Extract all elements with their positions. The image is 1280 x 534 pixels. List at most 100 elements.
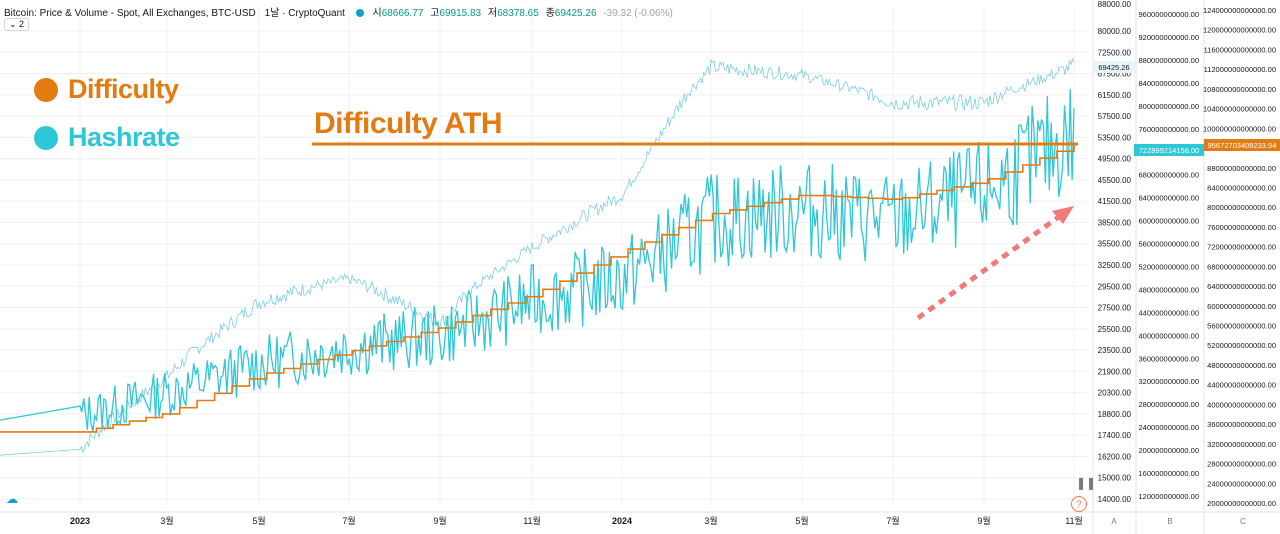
- price-badge: 69425.26: [1093, 61, 1135, 73]
- axis-b-tick-label: 120000000000.00: [1139, 492, 1199, 501]
- x-tick-label: 7월: [886, 515, 899, 526]
- axis-c-tick-label: 32000000000000.00: [1207, 440, 1276, 449]
- axis-a-tick-label: 53500.00: [1098, 133, 1132, 142]
- chart-title: Bitcoin: Price & Volume - Spot, All Exch…: [4, 8, 256, 19]
- axis-b-tick-label: 640000000000.00: [1139, 194, 1199, 203]
- axis-a-tick-label: 72500.00: [1098, 48, 1132, 57]
- axis-b-label: B: [1167, 517, 1172, 526]
- axis-a-tick-label: 38500.00: [1098, 218, 1132, 227]
- axis-a-tick-label: 18800.00: [1098, 410, 1132, 419]
- axis-a-tick-label: 16200.00: [1098, 452, 1132, 461]
- open-label: 시: [372, 8, 382, 19]
- high-value: 69915.83: [439, 8, 482, 19]
- price-series: [0, 57, 1075, 456]
- axis-b-tick-label: 800000000000.00: [1139, 102, 1199, 111]
- axis-b-tick-label: 320000000000.00: [1139, 377, 1199, 386]
- hashrate-line: [0, 89, 1075, 432]
- legend-difficulty-label: Difficulty: [68, 74, 179, 104]
- axis-c-tick-label: 72000000000000.00: [1207, 243, 1276, 252]
- difficulty-series: [0, 144, 1075, 433]
- axis-c-tick-label: 48000000000000.00: [1207, 361, 1276, 370]
- trend-arrow-head: [1052, 206, 1074, 224]
- axis-a-tick-label: 49500.00: [1098, 155, 1132, 164]
- axis-a-tick-label: 88000.00: [1098, 0, 1132, 9]
- x-axis-ticks: 2023 3월 5월 7월 9월 11월 2024 3월 5월 7월 9월 11월: [70, 515, 1083, 526]
- axis-a-tick-label: 21900.00: [1098, 367, 1132, 376]
- axis-a-tick-label: 17400.00: [1098, 431, 1132, 440]
- axis-b-tick-label: 960000000000.00: [1139, 10, 1199, 19]
- axis-b-tick-label: 600000000000.00: [1139, 217, 1199, 226]
- axis-a-tick-label: 32500.00: [1098, 261, 1132, 270]
- axis-badges: 69425.26 722899214158.00 95672703408233.94: [1093, 61, 1280, 156]
- open-value: 68666.77: [381, 8, 424, 19]
- axis-a-tick-label: 29500.00: [1098, 282, 1132, 291]
- low-label: 저: [487, 8, 498, 19]
- axis-c-tick-label: 124000000000000.00: [1203, 6, 1276, 15]
- axis-c-tick-label: 68000000000000.00: [1207, 262, 1276, 271]
- axis-a-tick-label: 27500.00: [1098, 304, 1132, 313]
- axis-c-ticks: 124000000000000.00 120000000000000.00 1160…: [1203, 6, 1276, 526]
- axis-c-tick-label: 120000000000000.00: [1203, 26, 1276, 35]
- x-tick-label: 5월: [795, 515, 808, 526]
- close-value: 69425.26: [554, 8, 597, 19]
- cloud-icon[interactable]: ☁: [6, 492, 18, 506]
- axis-c-tick-label: 116000000000000.00: [1204, 45, 1276, 54]
- axis-a-tick-label: 35500.00: [1098, 240, 1132, 249]
- axis-b-ticks: 960000000000.00 920000000000.00 8800000000…: [1139, 10, 1199, 526]
- chart-header: Bitcoin: Price & Volume - Spot, All Exch…: [4, 8, 673, 19]
- difficulty-ath-label: Difficulty ATH: [314, 107, 503, 140]
- axis-c-tick-label: 60000000000000.00: [1207, 302, 1276, 311]
- status-dot-icon: [355, 9, 364, 18]
- axis-a-tick-label: 14000.00: [1098, 495, 1132, 504]
- x-tick-label: 9월: [977, 515, 990, 526]
- axis-c-tick-label: 52000000000000.00: [1207, 341, 1276, 350]
- x-tick-label: 7월: [342, 515, 355, 526]
- price-badge-text: 69425.26: [1098, 63, 1129, 72]
- collapse-indicators-button[interactable]: ⌄ 2: [4, 18, 30, 31]
- axis-a-tick-label: 57500.00: [1098, 112, 1132, 121]
- x-tick-label: 11월: [1065, 515, 1083, 526]
- axis-b-tick-label: 760000000000.00: [1139, 125, 1199, 134]
- axis-b-tick-label: 360000000000.00: [1139, 354, 1199, 363]
- difficulty-dot-icon: [34, 77, 58, 102]
- axis-c-label: C: [1240, 517, 1246, 526]
- axis-b-tick-label: 520000000000.00: [1139, 262, 1199, 271]
- axis-c-tick-label: 84000000000000.00: [1207, 183, 1276, 192]
- legend-hashrate-label: Hashrate: [68, 122, 180, 152]
- axis-a-tick-label: 15000.00: [1098, 474, 1132, 483]
- legend-hashrate: Hashrate: [34, 122, 180, 153]
- axis-a-tick-label: 61500.00: [1098, 91, 1132, 100]
- pause-icon[interactable]: ❚❚: [1076, 476, 1097, 490]
- axis-b-tick-label: 840000000000.00: [1139, 79, 1199, 88]
- axis-c-tick-label: 76000000000000.00: [1207, 223, 1276, 232]
- question-icon[interactable]: ?: [1071, 496, 1087, 512]
- price-line: [0, 57, 1075, 456]
- hashrate-series: [0, 89, 1075, 432]
- axis-a-tick-label: 20300.00: [1098, 389, 1132, 398]
- x-tick-label: 5월: [252, 515, 265, 526]
- x-tick-label: 11월: [523, 515, 541, 526]
- axis-b-tick-label: 920000000000.00: [1139, 33, 1199, 42]
- axis-c-tick-label: 80000000000000.00: [1207, 203, 1276, 212]
- hashrate-dot-icon: [34, 125, 58, 150]
- low-value: 68378.65: [497, 8, 539, 19]
- axis-a-tick-label: 45500.00: [1098, 176, 1132, 185]
- axis-c-tick-label: 112000000000000.00: [1204, 65, 1276, 74]
- axis-b-tick-label: 440000000000.00: [1139, 308, 1199, 317]
- legend-difficulty: Difficulty: [34, 74, 179, 105]
- axis-c-tick-label: 104000000000000.00: [1203, 105, 1276, 114]
- axis-c-tick-label: 44000000000000.00: [1207, 381, 1276, 390]
- close-label: 종: [545, 8, 555, 19]
- axis-c-tick-label: 20000000000000.00: [1207, 499, 1276, 508]
- axis-c-tick-label: 64000000000000.00: [1207, 282, 1276, 291]
- axis-b-tick-label: 680000000000.00: [1139, 171, 1199, 180]
- hashrate-badge: 722899214158.00: [1134, 144, 1204, 156]
- axis-c-tick-label: 100000000000000.00: [1203, 124, 1276, 133]
- axis-b-tick-label: 200000000000.00: [1139, 446, 1199, 455]
- axis-b-tick-label: 280000000000.00: [1139, 400, 1199, 409]
- axis-a-ticks: 88000.00 80000.00 72500.00 67500.00 61500.00…: [1098, 0, 1132, 526]
- chart-interval[interactable]: 1날: [264, 8, 280, 19]
- axis-c-tick-label: 40000000000000.00: [1207, 400, 1276, 409]
- axis-a-tick-label: 23500.00: [1098, 346, 1132, 355]
